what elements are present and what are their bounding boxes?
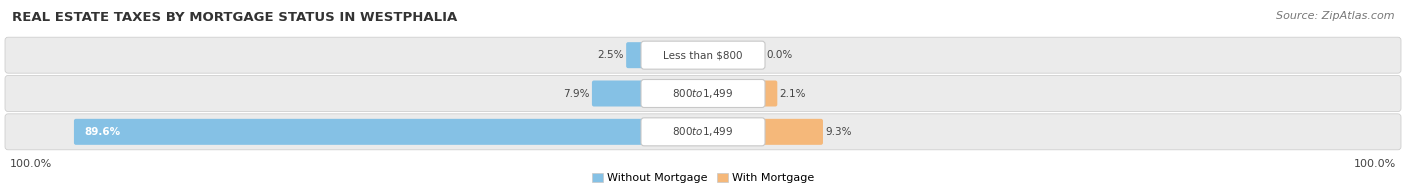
FancyBboxPatch shape [641, 118, 765, 146]
Text: 7.9%: 7.9% [564, 89, 591, 99]
Legend: Without Mortgage, With Mortgage: Without Mortgage, With Mortgage [588, 169, 818, 188]
FancyBboxPatch shape [6, 37, 1400, 73]
Text: 89.6%: 89.6% [84, 127, 120, 137]
Text: 2.5%: 2.5% [598, 50, 624, 60]
FancyBboxPatch shape [626, 42, 645, 68]
FancyBboxPatch shape [641, 41, 765, 69]
Text: 0.0%: 0.0% [766, 50, 792, 60]
FancyBboxPatch shape [761, 81, 778, 106]
Text: $800 to $1,499: $800 to $1,499 [672, 87, 734, 100]
Text: REAL ESTATE TAXES BY MORTGAGE STATUS IN WESTPHALIA: REAL ESTATE TAXES BY MORTGAGE STATUS IN … [13, 11, 457, 24]
FancyBboxPatch shape [6, 114, 1400, 150]
Text: 2.1%: 2.1% [779, 89, 806, 99]
Text: Less than $800: Less than $800 [664, 50, 742, 60]
FancyBboxPatch shape [761, 119, 823, 145]
Text: 9.3%: 9.3% [825, 127, 852, 137]
Text: $800 to $1,499: $800 to $1,499 [672, 125, 734, 138]
Text: Source: ZipAtlas.com: Source: ZipAtlas.com [1277, 11, 1395, 21]
FancyBboxPatch shape [6, 75, 1400, 112]
FancyBboxPatch shape [592, 81, 645, 106]
Text: 100.0%: 100.0% [1354, 159, 1396, 169]
FancyBboxPatch shape [641, 80, 765, 107]
Text: 100.0%: 100.0% [10, 159, 52, 169]
FancyBboxPatch shape [75, 119, 645, 145]
